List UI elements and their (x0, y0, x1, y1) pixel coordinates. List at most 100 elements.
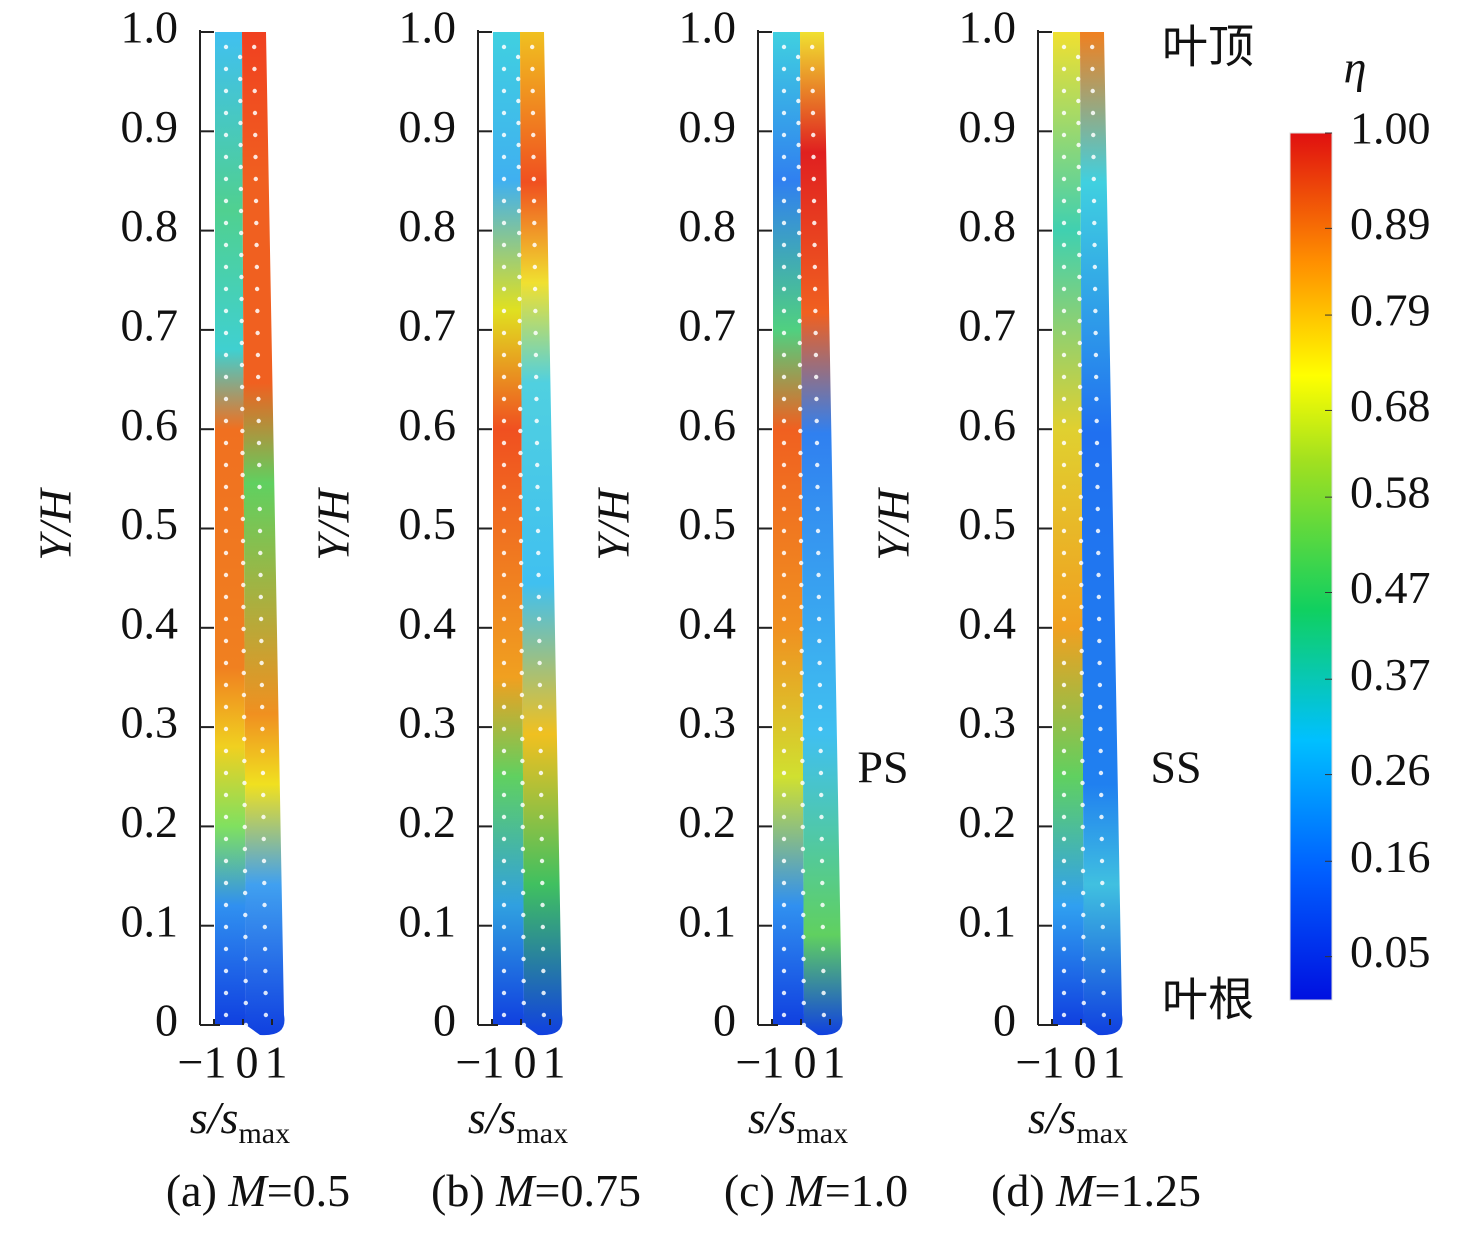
x-tick-label: 1 (1103, 1037, 1126, 1088)
cooling-hole (241, 692, 247, 698)
cooling-hole (800, 868, 806, 874)
cooling-hole (1100, 880, 1105, 886)
cooling-hole (239, 318, 244, 324)
cooling-hole (538, 748, 543, 754)
x-axis-label-sub: max (796, 1117, 848, 1150)
cooling-hole (796, 186, 802, 192)
cooling-hole (1061, 638, 1067, 644)
cooling-hole (261, 814, 266, 820)
cooling-hole (536, 594, 542, 600)
contour-field (493, 32, 524, 1025)
cooling-hole (223, 440, 229, 446)
panel-letter: (c) (724, 1165, 775, 1216)
cooling-hole (1061, 814, 1067, 820)
cooling-hole (520, 846, 526, 852)
y-tick-label: 0.8 (679, 200, 737, 251)
cooling-hole (800, 846, 806, 852)
cooling-hole (799, 648, 804, 654)
cooling-hole (223, 242, 229, 248)
cooling-hole (819, 814, 824, 820)
cooling-hole (533, 374, 539, 380)
cooling-hole (501, 484, 507, 490)
panel-letter: (a) (166, 1165, 217, 1216)
cooling-hole (238, 230, 244, 236)
x-axis-label-sub: max (238, 1117, 290, 1150)
cooling-hole (242, 890, 248, 896)
cooling-hole (261, 858, 267, 864)
cooling-hole (781, 88, 787, 94)
y-tick-label: 0 (155, 995, 178, 1046)
cooling-hole (516, 230, 522, 236)
cooling-hole (1061, 154, 1067, 160)
cooling-hole (1095, 506, 1100, 512)
cooling-hole (517, 274, 522, 280)
cooling-hole (501, 66, 507, 72)
y-tick-label: 0.8 (399, 200, 457, 251)
colorbar-tick-label: 0.89 (1350, 198, 1431, 249)
cooling-hole (1090, 110, 1096, 116)
cooling-hole (1061, 440, 1067, 446)
cooling-hole (533, 330, 538, 336)
cooling-hole (781, 308, 787, 314)
cooling-hole (811, 154, 816, 160)
cooling-hole (223, 396, 229, 402)
cooling-hole (258, 594, 264, 600)
cooling-hole (797, 318, 802, 324)
cooling-hole (1079, 582, 1084, 588)
cooling-hole (240, 560, 246, 566)
cooling-hole (1061, 44, 1067, 50)
y-tick-label: 0.4 (959, 597, 1017, 648)
cooling-hole (256, 396, 261, 402)
cooling-hole (501, 924, 507, 930)
cooling-hole (243, 1000, 249, 1006)
cooling-hole (798, 472, 803, 478)
cooling-hole (1080, 890, 1086, 896)
cooling-hole (223, 462, 229, 468)
cooling-hole (797, 362, 803, 368)
cooling-hole (1080, 868, 1086, 874)
cooling-hole (1061, 880, 1067, 886)
cooling-hole (540, 946, 546, 952)
cooling-hole (259, 660, 264, 666)
cooling-hole (1094, 440, 1100, 446)
cooling-hole (1080, 824, 1085, 830)
cooling-hole (501, 198, 507, 204)
cooling-hole (815, 484, 820, 490)
cooling-hole (1061, 418, 1067, 424)
cooling-hole (1081, 1022, 1087, 1028)
cooling-hole (1076, 208, 1082, 214)
cooling-hole (223, 880, 229, 886)
cooling-hole (1093, 330, 1098, 336)
cooling-hole (520, 824, 525, 830)
cooling-hole (519, 670, 525, 676)
panel-caption: (c) M=1.0 (724, 1165, 908, 1216)
cooling-hole (1061, 902, 1067, 908)
y-tick-label: 0.4 (121, 597, 179, 648)
cooling-hole (258, 572, 263, 578)
cooling-hole (501, 264, 507, 270)
cooling-hole (1078, 560, 1084, 566)
cooling-hole (535, 462, 540, 468)
cooling-hole (796, 142, 801, 148)
cooling-hole (537, 660, 542, 666)
cooling-hole (1079, 648, 1084, 654)
cooling-hole (813, 352, 819, 358)
cooling-hole (799, 626, 804, 632)
cooling-hole (262, 880, 267, 886)
y-tick-label: 1.0 (121, 2, 179, 53)
cooling-hole (1076, 120, 1081, 126)
cooling-hole (223, 154, 229, 160)
cooling-hole (1061, 176, 1067, 182)
cooling-hole (253, 198, 259, 204)
y-tick-label: 1.0 (399, 2, 457, 53)
cooling-hole (539, 814, 544, 820)
cooling-hole (501, 902, 507, 908)
cooling-hole (1101, 1012, 1107, 1018)
y-tick-label: 0.8 (121, 200, 179, 251)
panel-param: M (1055, 1165, 1097, 1216)
cooling-hole (1061, 264, 1067, 270)
cooling-hole (1099, 792, 1104, 798)
cooling-hole (517, 318, 522, 324)
cooling-hole (501, 506, 507, 512)
cooling-hole (781, 594, 787, 600)
